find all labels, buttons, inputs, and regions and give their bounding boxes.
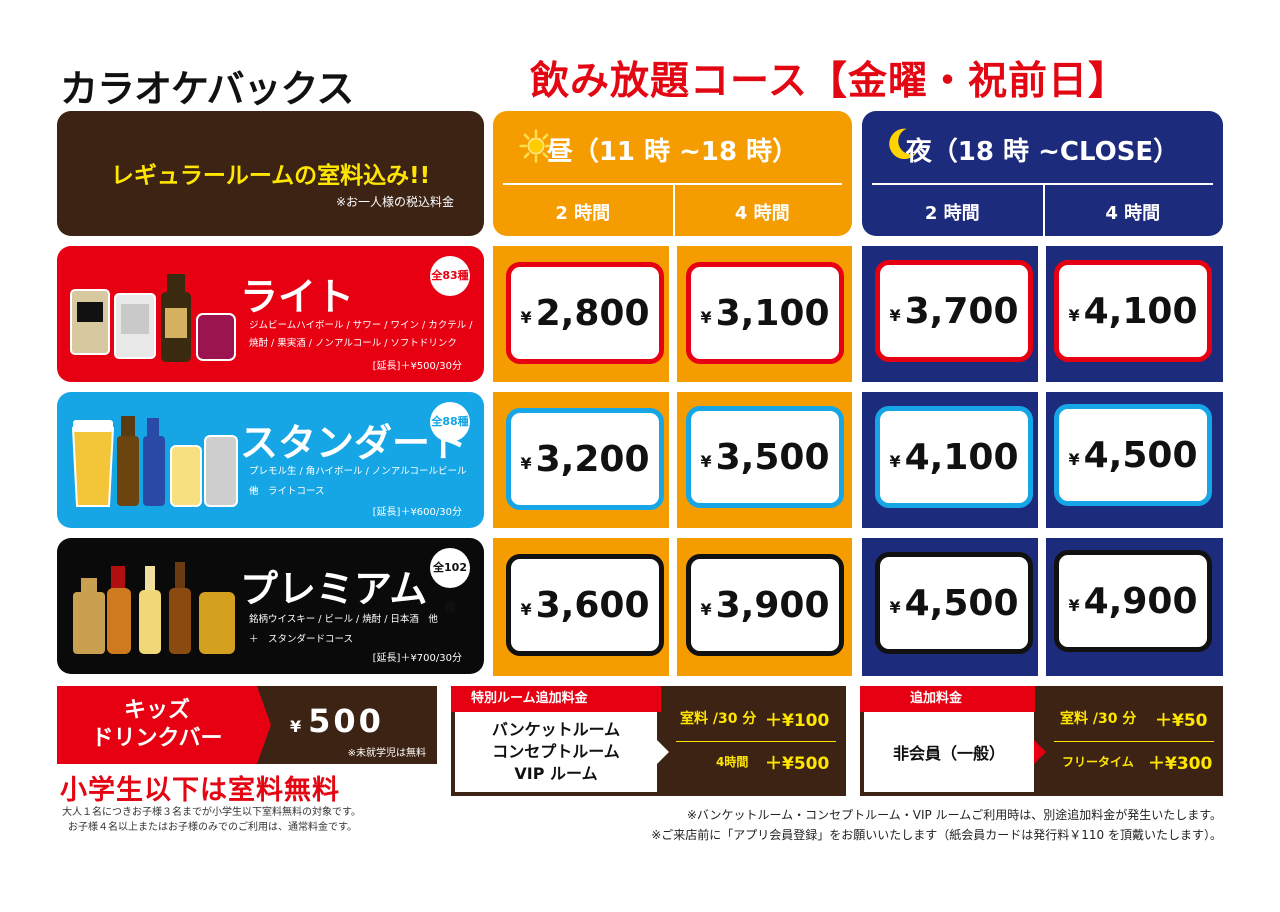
special-room-list-bg xyxy=(455,712,657,792)
special-fee1-value: ＋¥100 xyxy=(765,711,830,731)
extra-fee1-label: 室料 /30 分 xyxy=(1060,711,1137,727)
special-fee1-label: 室料 /30 分 xyxy=(680,711,757,727)
course-light-name: ライト xyxy=(240,275,355,319)
kids-drinkbar-label-bg xyxy=(57,686,257,764)
price-light-day-2h: ¥2,800 xyxy=(506,262,664,364)
price-standard-night-4h: ¥4,500 xyxy=(1054,404,1212,506)
moon-icon xyxy=(889,128,917,160)
day-night-gap xyxy=(852,246,862,676)
course-standard: スタンダード 全88種 プレモル生 / 角ハイボール / ノンアルコールビール … xyxy=(57,392,484,528)
extra-fee2-value: ＋¥300 xyxy=(1148,754,1213,774)
extra-fee-divider xyxy=(1054,741,1214,742)
price-premium-day-2h: ¥3,600 xyxy=(506,554,664,656)
standard-drinks-image xyxy=(71,416,238,507)
sun-icon xyxy=(519,129,553,163)
special-fee2-label: 4時間 xyxy=(716,755,749,769)
kids-drinkbar-price: ¥500 xyxy=(290,702,384,740)
kids-conditions: 大人１名につきお子様３名までが小学生以下室料無料の対象です。 お子様４名以上また… xyxy=(62,807,361,833)
special-fee2-value: ＋¥500 xyxy=(765,754,830,774)
price-standard-night-2h: ¥4,100 xyxy=(875,406,1033,508)
course-standard-desc-1: プレモル生 / 角ハイボール / ノンアルコールビール 他 xyxy=(249,466,477,497)
course-premium-name: プレミアム xyxy=(240,567,428,611)
day-divider xyxy=(503,183,842,185)
extra-fee1-value: ＋¥50 xyxy=(1155,711,1208,731)
page-title: 飲み放題コース【金曜・祝前日】 xyxy=(530,59,1129,104)
course-standard-desc-2: ＋ ライトコース xyxy=(249,486,325,497)
course-premium-desc-1: 銘柄ウイスキー / ビール / 焼酎 / 日本酒 他 xyxy=(249,614,438,625)
night-col-divider xyxy=(1042,185,1045,236)
day-col-divider xyxy=(672,185,675,236)
night-2h-label: 2 時間 xyxy=(924,203,980,224)
special-arrow xyxy=(657,740,669,764)
night-label: 夜（18 時 ~CLOSE） xyxy=(905,137,1180,167)
kids-arrow xyxy=(257,686,271,764)
banner-main-text: レギュラールームの室料込み!! xyxy=(110,163,431,189)
course-light-desc-2: 焼酎 / 果実酒 / ノンアルコール / ソフトドリンク xyxy=(249,338,457,349)
kids-room-free: 小学生以下は室料無料 xyxy=(60,775,340,806)
day-header: 昼（11 時 ~18 時） 2 時間 4 時間 xyxy=(493,111,852,236)
price-premium-day-4h: ¥3,900 xyxy=(686,554,844,656)
price-standard-day-4h: ¥3,500 xyxy=(686,406,844,508)
day-2h-label: 2 時間 xyxy=(555,203,611,224)
kids-drinkbar-label: キッズ ドリンクバー xyxy=(91,698,223,751)
extra-fee-label-bg xyxy=(864,712,1034,792)
price-light-night-4h: ¥4,100 xyxy=(1054,260,1212,362)
light-drinks-image xyxy=(70,274,236,362)
course-light-count: 全83種 xyxy=(430,256,470,296)
special-room-fee-title: 特別ルーム追加料金 xyxy=(451,686,661,712)
room-fee-banner: レギュラールームの室料込み!! ※お一人様の税込料金 xyxy=(57,111,484,236)
day-label: 昼（11 時 ~18 時） xyxy=(546,137,799,167)
course-light-extension: [延長]＋¥500/30分 xyxy=(372,361,462,372)
night-header: 夜（18 時 ~CLOSE） 2 時間 4 時間 xyxy=(862,111,1223,236)
night-4h-label: 4 時間 xyxy=(1105,203,1161,224)
special-room-list: バンケットルーム コンセプトルーム VIP ルーム xyxy=(491,720,621,783)
course-premium-count: 全102種 xyxy=(430,548,470,614)
course-premium: プレミアム 全102種 銘柄ウイスキー / ビール / 焼酎 / 日本酒 他 ＋… xyxy=(57,538,484,674)
course-light-desc-1: ジムビームハイボール / サワー / ワイン / カクテル / xyxy=(249,320,473,331)
extra-arrow xyxy=(1034,740,1046,764)
brand-logo: カラオケバックス xyxy=(60,67,354,111)
course-light: ライト 全83種 ジムビームハイボール / サワー / ワイン / カクテル /… xyxy=(57,246,484,382)
footnote-2: ※ご来店前に「アプリ会員登録」をお願いいたします（紙会員カードは発行料￥110 … xyxy=(651,828,1222,842)
course-premium-extension: [延長]＋¥700/30分 xyxy=(372,653,462,664)
price-premium-night-4h: ¥4,900 xyxy=(1054,550,1212,652)
footnote-1: ※バンケットルーム・コンセプトルーム・VIP ルームご利用時は、別途追加料金が発… xyxy=(686,808,1222,822)
premium-drinks-image xyxy=(73,562,235,654)
extra-fee-title: 追加料金 xyxy=(860,686,1035,712)
course-standard-name: スタンダード xyxy=(240,421,469,465)
course-premium-desc-2: ＋ スタンダードコース xyxy=(249,634,354,645)
banner-note: ※お一人様の税込料金 xyxy=(335,195,454,209)
day-4h-label: 4 時間 xyxy=(734,203,790,224)
price-light-night-2h: ¥3,700 xyxy=(875,260,1033,362)
price-light-day-4h: ¥3,100 xyxy=(686,262,844,364)
course-standard-extension: [延長]＋¥600/30分 xyxy=(372,507,462,518)
extra-fee-label: 非会員（一般） xyxy=(892,744,1005,763)
special-fee-divider xyxy=(676,741,836,742)
night-column-split xyxy=(1038,246,1046,676)
extra-fee2-label: フリータイム xyxy=(1062,755,1134,769)
night-divider xyxy=(872,183,1213,185)
day-column-split xyxy=(669,246,677,676)
kids-note: ※未就学児は無料 xyxy=(347,748,426,759)
course-standard-count: 全88種 xyxy=(430,402,470,442)
price-standard-day-2h: ¥3,200 xyxy=(506,408,664,510)
price-premium-night-2h: ¥4,500 xyxy=(875,552,1033,654)
